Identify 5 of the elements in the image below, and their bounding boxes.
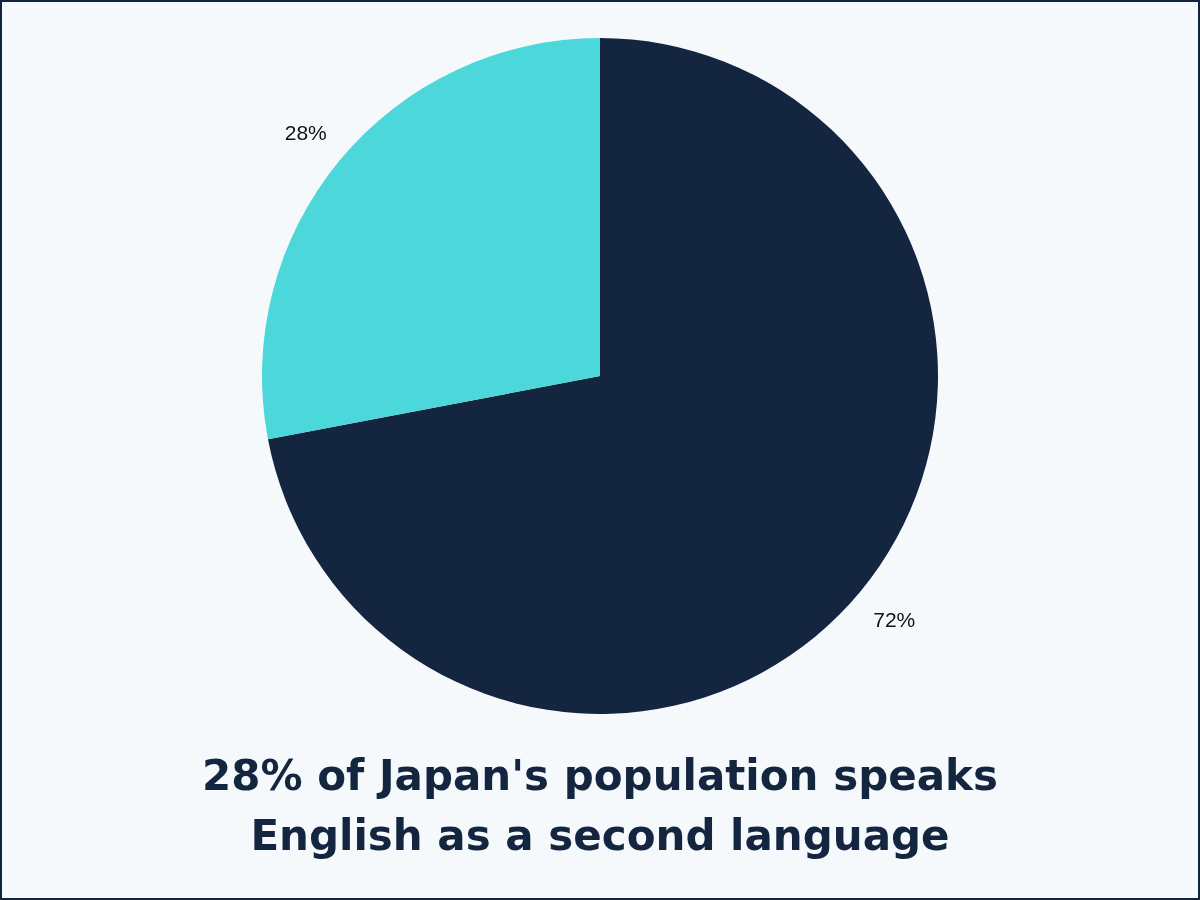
pie-slice	[267, 38, 938, 714]
text: 28% of Japan's population speaks English as a second language	[202, 751, 998, 860]
pie-slice	[262, 38, 600, 440]
data-label: 28%	[284, 121, 327, 145]
data-label: 72%	[873, 607, 916, 631]
